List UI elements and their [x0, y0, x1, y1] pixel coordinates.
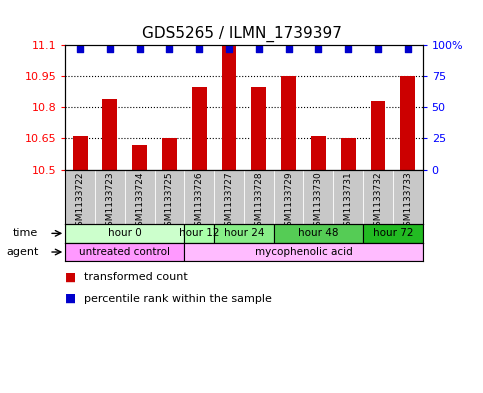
Point [136, 46, 143, 52]
Bar [370, 101, 385, 170]
Text: time: time [13, 228, 39, 238]
Bar [72, 136, 87, 170]
Point [106, 46, 114, 52]
Bar [222, 45, 237, 170]
Text: GSM1133723: GSM1133723 [105, 171, 114, 232]
Text: percentile rank within the sample: percentile rank within the sample [84, 294, 271, 304]
Text: agent: agent [6, 247, 39, 257]
Bar [281, 76, 296, 170]
Text: GSM1133722: GSM1133722 [76, 171, 85, 232]
Bar [102, 99, 117, 170]
Text: GSM1133728: GSM1133728 [255, 171, 263, 232]
Point [404, 46, 412, 52]
Bar [65, 243, 185, 261]
Text: ■: ■ [65, 292, 76, 305]
Point [76, 46, 84, 52]
Text: GDS5265 / ILMN_1739397: GDS5265 / ILMN_1739397 [142, 26, 341, 42]
Text: mycophenolic acid: mycophenolic acid [255, 247, 353, 257]
Bar [363, 224, 423, 243]
Bar [251, 87, 266, 170]
Point [195, 46, 203, 52]
Point [314, 46, 322, 52]
Bar [341, 138, 355, 170]
Text: transformed count: transformed count [84, 272, 187, 282]
Text: GSM1133733: GSM1133733 [403, 171, 412, 232]
Text: untreated control: untreated control [79, 247, 170, 257]
Point [374, 46, 382, 52]
Text: GSM1133732: GSM1133732 [373, 171, 383, 232]
Text: GSM1133730: GSM1133730 [314, 171, 323, 232]
Bar [400, 76, 415, 170]
Bar [214, 224, 274, 243]
Text: GSM1133727: GSM1133727 [225, 171, 233, 232]
Point [344, 46, 352, 52]
Text: hour 72: hour 72 [372, 228, 413, 238]
Text: GSM1133731: GSM1133731 [344, 171, 353, 232]
Text: GSM1133724: GSM1133724 [135, 171, 144, 232]
Text: GSM1133726: GSM1133726 [195, 171, 204, 232]
Point [225, 46, 233, 52]
Bar [65, 224, 185, 243]
Bar [274, 224, 363, 243]
Bar [162, 138, 177, 170]
Point [285, 46, 293, 52]
Text: hour 12: hour 12 [179, 228, 219, 238]
Text: ■: ■ [65, 270, 76, 284]
Text: hour 0: hour 0 [108, 228, 142, 238]
Bar [185, 224, 214, 243]
Text: hour 24: hour 24 [224, 228, 264, 238]
Bar [311, 136, 326, 170]
Bar [192, 87, 207, 170]
Point [255, 46, 263, 52]
Bar [132, 145, 147, 170]
Text: GSM1133725: GSM1133725 [165, 171, 174, 232]
Bar [185, 243, 423, 261]
Text: GSM1133729: GSM1133729 [284, 171, 293, 232]
Point [166, 46, 173, 52]
Text: hour 48: hour 48 [298, 228, 339, 238]
